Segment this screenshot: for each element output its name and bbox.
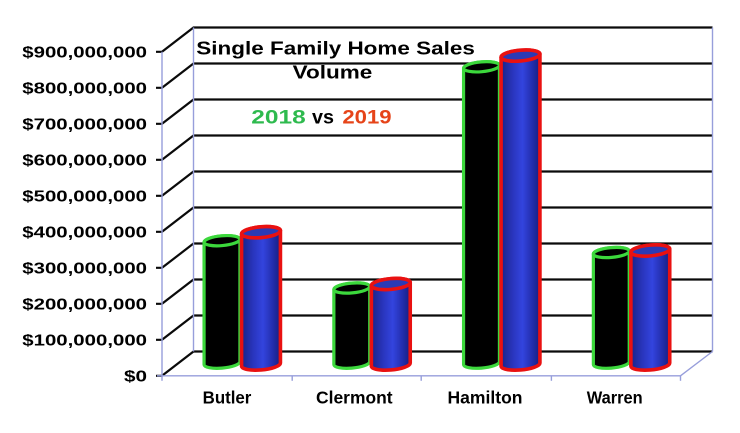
svg-text:$900,000,000: $900,000,000 bbox=[22, 45, 147, 62]
svg-text:2018: 2018 bbox=[251, 107, 306, 129]
svg-text:$200,000,000: $200,000,000 bbox=[22, 297, 147, 314]
svg-text:2019: 2019 bbox=[342, 107, 391, 129]
svg-text:$500,000,000: $500,000,000 bbox=[22, 189, 147, 206]
svg-text:Hamilton: Hamilton bbox=[448, 388, 523, 408]
svg-text:$400,000,000: $400,000,000 bbox=[22, 225, 147, 242]
svg-text:$600,000,000: $600,000,000 bbox=[22, 153, 147, 170]
svg-text:$800,000,000: $800,000,000 bbox=[22, 81, 147, 98]
svg-text:vs: vs bbox=[312, 107, 334, 129]
svg-text:$0: $0 bbox=[124, 369, 147, 386]
svg-text:Warren: Warren bbox=[587, 388, 643, 408]
svg-text:Volume: Volume bbox=[293, 61, 373, 82]
svg-text:Clermont: Clermont bbox=[316, 388, 393, 408]
svg-text:Butler: Butler bbox=[203, 388, 252, 408]
svg-text:$100,000,000: $100,000,000 bbox=[22, 333, 147, 350]
svg-text:$300,000,000: $300,000,000 bbox=[22, 261, 147, 278]
svg-text:$700,000,000: $700,000,000 bbox=[22, 117, 147, 134]
svg-text:Single Family Home Sales: Single Family Home Sales bbox=[196, 37, 475, 58]
